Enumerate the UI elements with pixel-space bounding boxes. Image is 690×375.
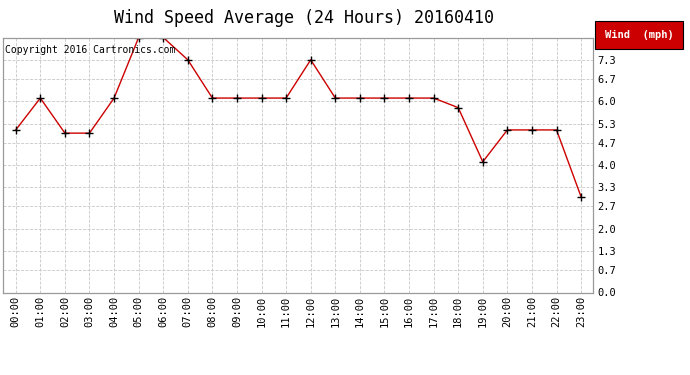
Point (305, 57, 316, 63)
Point (502, 127, 513, 133)
Point (256, 95, 267, 101)
Point (404, 95, 415, 101)
Point (526, 127, 538, 133)
Point (59, 130, 70, 136)
Point (182, 57, 193, 63)
Text: Wind  (mph): Wind (mph) (604, 30, 673, 40)
Point (477, 159, 489, 165)
Point (551, 127, 562, 133)
Point (379, 95, 390, 101)
Point (330, 95, 341, 101)
Point (428, 95, 439, 101)
Point (10, 127, 21, 133)
Point (231, 95, 242, 101)
Point (575, 194, 586, 200)
Point (281, 95, 292, 101)
Point (453, 105, 464, 111)
Point (34, 95, 46, 101)
Point (355, 95, 366, 101)
Point (207, 95, 218, 101)
Point (84, 130, 95, 136)
Point (108, 95, 119, 101)
Point (133, 34, 144, 40)
Text: Copyright 2016 Cartronics.com: Copyright 2016 Cartronics.com (5, 45, 175, 55)
Text: Wind Speed Average (24 Hours) 20160410: Wind Speed Average (24 Hours) 20160410 (114, 9, 493, 27)
Point (158, 34, 169, 40)
